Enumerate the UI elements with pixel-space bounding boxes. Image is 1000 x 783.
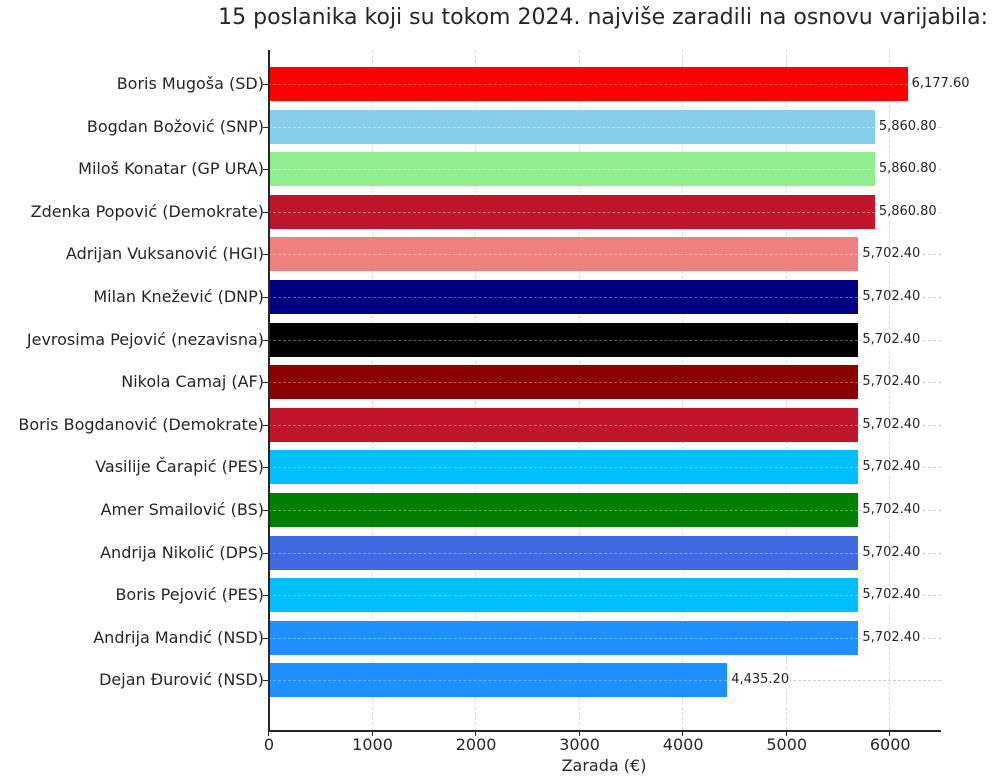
x-tick-mark [268, 731, 269, 736]
x-tick-mark [475, 731, 477, 736]
bar [268, 67, 908, 101]
y-category-label: Amer Smailović (BS) [100, 500, 264, 519]
y-tick-mark [263, 467, 268, 469]
bar [268, 194, 875, 229]
y-tick-mark [263, 126, 268, 128]
bar [268, 322, 859, 357]
bar-gridline [268, 339, 859, 341]
bar [268, 237, 859, 272]
x-tick-mark [785, 731, 787, 736]
bar-value-label: 5,860.80 [877, 161, 938, 178]
x-tick-label: 4000 [662, 735, 704, 754]
bar-gridline [268, 169, 875, 171]
y-tick-mark [263, 382, 268, 384]
bar-value-label: 5,860.80 [877, 118, 938, 135]
bar-value-label: 5,702.40 [861, 374, 922, 391]
bar [268, 407, 859, 442]
bar-value-label: 5,702.40 [861, 629, 922, 646]
y-tick-mark [263, 552, 268, 554]
bar-gridline [268, 297, 859, 298]
y-category-label: Andrija Mandić (NSD) [93, 627, 264, 647]
x-tick-label: 0 [263, 735, 275, 754]
bar-gridline [268, 424, 859, 426]
bar-value-label: 5,702.40 [861, 331, 922, 348]
bar-gridline [268, 126, 875, 128]
bar-gridline [268, 680, 728, 682]
x-axis-line [268, 730, 941, 732]
bar [268, 109, 875, 144]
bar-value-label: 5,702.40 [861, 502, 922, 518]
bar-value-label: 6,177.60 [910, 76, 971, 92]
y-tick-mark [263, 424, 268, 426]
y-tick-mark [263, 84, 268, 85]
bar-value-label: 5,702.40 [861, 289, 922, 305]
y-category-label: Andrija Nikolić (DPS) [100, 542, 264, 562]
x-tick-label: 6000 [869, 735, 911, 754]
bar [268, 365, 859, 400]
bar-gridline [268, 595, 859, 597]
bar-value-label: 5,860.80 [877, 203, 938, 220]
x-tick-mark [889, 731, 891, 736]
bar-value-label: 5,702.40 [861, 246, 922, 263]
y-tick-mark [263, 211, 268, 213]
y-category-label: Nikola Camaj (AF) [121, 372, 264, 392]
bar-value-label: 5,702.40 [861, 544, 922, 561]
y-category-label: Boris Pejović (PES) [115, 585, 264, 605]
y-category-label: Boris Bogdanović (Demokrate) [18, 414, 264, 434]
x-tick-label: 5000 [766, 735, 808, 754]
y-category-label: Boris Mugoša (SD) [116, 74, 264, 93]
bar-value-label: 4,435.20 [730, 672, 791, 689]
y-tick-mark [263, 595, 268, 597]
y-category-label: Bogdan Božović (SNP) [86, 116, 264, 136]
x-tick-label: 1000 [352, 735, 393, 754]
y-tick-mark [263, 169, 268, 171]
bar [268, 280, 859, 314]
y-category-label: Milan Knežević (DNP) [93, 287, 264, 306]
bar [268, 450, 859, 485]
y-tick-mark [263, 254, 268, 256]
bar-gridline [268, 552, 859, 554]
bar-value-label: 5,702.40 [861, 459, 922, 476]
bar-gridline [268, 467, 859, 469]
y-category-label: Zdenka Popović (Demokrate) [30, 201, 264, 221]
bar [268, 535, 859, 570]
x-tick-mark [682, 731, 684, 736]
bar [268, 578, 859, 613]
bar-value-label: 5,702.40 [861, 587, 922, 604]
y-category-label: Miloš Konatar (GP URA) [78, 159, 264, 179]
y-category-label: Vasilije Čarapić (PES) [95, 457, 264, 477]
bar-gridline [268, 510, 859, 511]
bar-gridline [268, 84, 908, 85]
y-tick-mark [263, 510, 268, 511]
y-category-label: Jevrosima Pejović (nezavisna) [26, 329, 264, 349]
bar-value-label: 5,702.40 [861, 416, 922, 433]
y-tick-mark [263, 637, 268, 639]
y-category-label: Adrijan Vuksanović (HGI) [65, 244, 264, 264]
bar-gridline [268, 637, 859, 639]
bar-gridline [268, 382, 859, 384]
y-category-label: Dejan Đurović (NSD) [99, 670, 264, 690]
bar-gridline [268, 254, 859, 256]
y-axis-line [268, 50, 270, 731]
y-tick-mark [263, 680, 268, 682]
bar-gridline [268, 211, 875, 213]
x-tick-label: 2000 [455, 735, 497, 754]
y-tick-mark [263, 297, 268, 298]
bar [268, 493, 859, 527]
x-axis-title: Zarada (€) [561, 756, 647, 775]
chart-title: 15 poslanika koji su tokom 2024. najviše… [218, 5, 988, 30]
bar [268, 620, 859, 655]
bar [268, 663, 728, 698]
x-tick-mark [371, 731, 373, 736]
x-tick-label: 3000 [559, 735, 600, 754]
x-tick-mark [578, 731, 580, 736]
bar [268, 152, 875, 187]
y-tick-mark [263, 339, 268, 341]
